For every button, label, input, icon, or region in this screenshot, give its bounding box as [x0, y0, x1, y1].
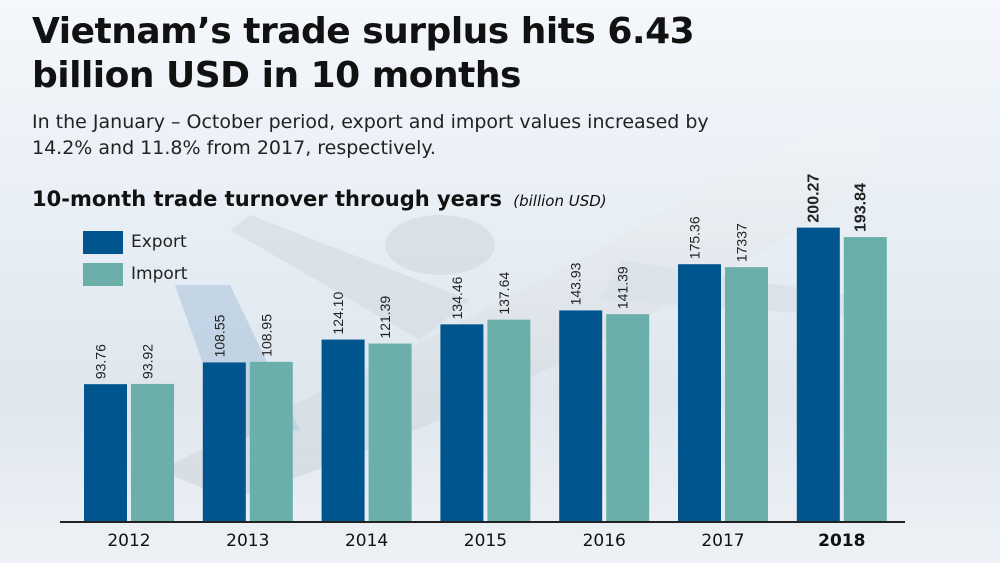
chart-unit: (billion USD)	[513, 192, 607, 210]
bar-export-2014	[321, 339, 365, 522]
bar-import-2014	[368, 343, 412, 522]
x-tick-label-2016: 2016	[583, 531, 626, 551]
x-tick-label-2014: 2014	[345, 531, 388, 551]
bar-export-2016	[559, 310, 603, 522]
bar-export-2018	[796, 227, 840, 523]
bar-export-2013	[202, 362, 246, 522]
chart-title: 10-month trade turnover through years (b…	[32, 187, 607, 211]
x-tick-label-2017: 2017	[701, 531, 744, 551]
page-title: Vietnam’s trade surplus hits 6.43 billio…	[32, 10, 695, 98]
bar-import-2018	[843, 237, 887, 522]
title-line-1: Vietnam’s trade surplus hits 6.43	[32, 11, 695, 52]
x-tick-label-2012: 2012	[107, 531, 150, 551]
bar-import-2017	[725, 267, 768, 522]
chart-legend: Export Import	[83, 226, 187, 290]
bar-import-2015	[487, 319, 531, 522]
data-label-import-2014: 121.39	[377, 296, 393, 339]
data-label-import-2017: 17337	[734, 223, 750, 262]
subtitle: In the January – October period, export …	[32, 109, 792, 161]
data-label-export-2018: 200.27	[805, 174, 822, 223]
data-label-import-2015: 137.64	[496, 272, 512, 315]
bar-export-2012	[84, 384, 127, 522]
data-label-export-2017: 175.36	[687, 216, 703, 259]
legend-swatch-import	[83, 262, 123, 286]
title-line-2: billion USD in 10 months	[32, 55, 521, 96]
data-label-export-2016: 143.93	[568, 262, 584, 305]
x-tick-label-2018: 2018	[818, 531, 865, 551]
x-tick-label-2013: 2013	[226, 531, 269, 551]
legend-item-export: Export	[83, 226, 187, 258]
bar-import-2016	[606, 314, 650, 522]
subtitle-line-2: 14.2% and 11.8% from 2017, respectively.	[32, 137, 436, 159]
bar-export-2017	[678, 264, 721, 522]
data-label-export-2013: 108.55	[211, 314, 227, 357]
data-label-export-2012: 93.76	[93, 344, 109, 379]
data-label-import-2012: 93.92	[140, 344, 156, 379]
data-label-export-2014: 124.10	[330, 292, 346, 335]
subtitle-line-1: In the January – October period, export …	[32, 111, 709, 133]
chart-title-text: 10-month trade turnover through years	[32, 187, 502, 211]
data-label-import-2018: 193.84	[852, 183, 869, 232]
bar-import-2013	[249, 361, 293, 522]
legend-swatch-export	[83, 230, 123, 254]
data-label-import-2016: 141.39	[615, 266, 631, 309]
legend-item-import: Import	[83, 258, 187, 290]
data-label-import-2013: 108.95	[258, 314, 274, 357]
legend-label-import: Import	[131, 264, 188, 284]
legend-label-export: Export	[131, 232, 187, 252]
x-tick-label-2015: 2015	[464, 531, 507, 551]
bar-import-2012	[131, 383, 174, 522]
bar-export-2015	[440, 324, 484, 522]
data-label-export-2015: 134.46	[449, 276, 465, 319]
